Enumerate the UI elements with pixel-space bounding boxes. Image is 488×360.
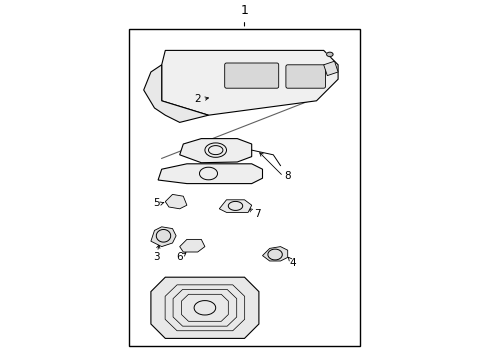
FancyBboxPatch shape bbox=[285, 65, 325, 88]
FancyBboxPatch shape bbox=[224, 63, 278, 88]
Text: 2: 2 bbox=[194, 94, 201, 104]
Text: 7: 7 bbox=[253, 209, 260, 219]
Polygon shape bbox=[151, 227, 176, 247]
Polygon shape bbox=[143, 65, 208, 122]
Polygon shape bbox=[262, 247, 287, 261]
Text: 8: 8 bbox=[284, 171, 290, 181]
Polygon shape bbox=[165, 194, 186, 209]
Polygon shape bbox=[179, 239, 204, 252]
Text: 3: 3 bbox=[153, 252, 159, 262]
Polygon shape bbox=[323, 61, 337, 76]
Polygon shape bbox=[151, 277, 258, 338]
Text: 5: 5 bbox=[153, 198, 159, 208]
Polygon shape bbox=[158, 164, 262, 184]
Polygon shape bbox=[162, 50, 337, 115]
Polygon shape bbox=[179, 139, 251, 163]
Text: 4: 4 bbox=[289, 258, 296, 268]
Text: 6: 6 bbox=[176, 252, 183, 262]
Polygon shape bbox=[219, 200, 251, 212]
Bar bbox=[129, 29, 359, 346]
Text: 1: 1 bbox=[240, 4, 248, 17]
Ellipse shape bbox=[326, 52, 332, 57]
